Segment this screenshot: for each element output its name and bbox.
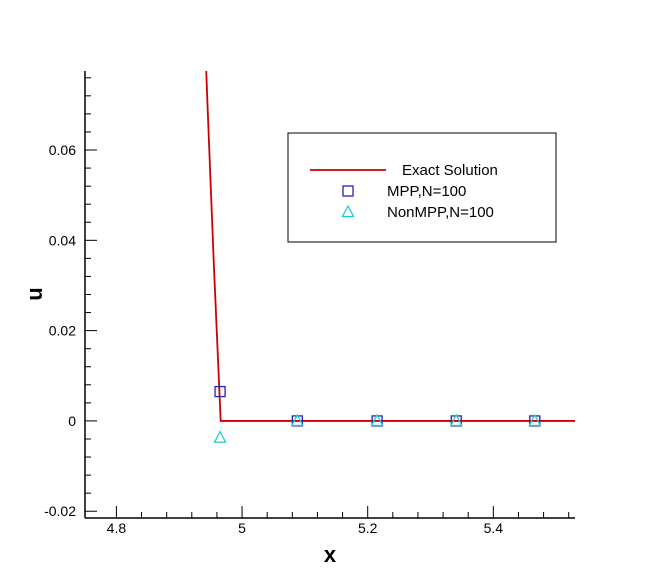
data-point-triangle [213,430,227,443]
x-tick-label: 5.4 [484,520,504,536]
tick-labels: 4.8 5 5.2 5.4 -0.02 0 0.02 0.04 0.06 [44,142,503,536]
legend-label: NonMPP,N=100 [387,204,494,221]
legend-label: Exact Solution [402,162,498,179]
legend-triangle-swatch [341,204,355,218]
y-axis-label: u [22,287,47,300]
y-tick-label: 0 [68,413,76,429]
data-point-triangle [449,413,463,427]
legend-label: MPP,N=100 [387,183,466,200]
x-axis-label: x [324,542,337,567]
data-point-triangle [370,413,384,427]
data-point-triangle [290,413,304,427]
data-point-square [214,385,226,398]
y-tick-label: 0.02 [49,323,76,339]
y-tick-label: 0.04 [49,232,76,248]
legend: Exact Solution MPP,N=100 NonMPP,N=100 [287,132,557,243]
x-tick-label: 4.8 [107,520,127,536]
x-tick-label: 5 [238,520,246,536]
series-line-exact-solution [205,71,575,422]
legend-square-swatch [342,185,354,197]
ticks [85,77,570,518]
plot-area [205,71,575,443]
legend-box [287,132,557,243]
data-point-triangle [528,413,542,427]
y-tick-label: 0.06 [49,142,76,158]
x-tick-label: 5.2 [358,520,378,536]
y-tick-label: -0.02 [44,503,76,519]
